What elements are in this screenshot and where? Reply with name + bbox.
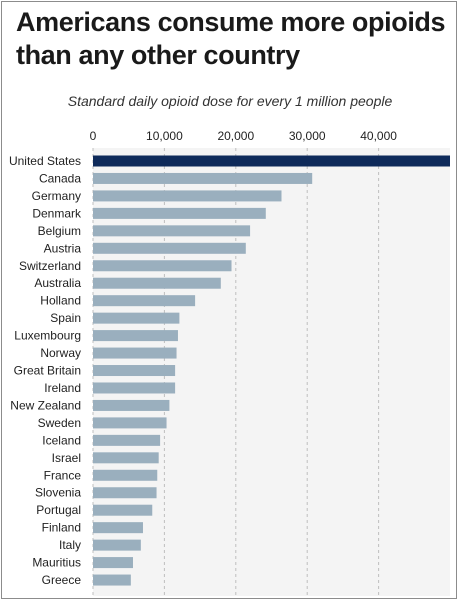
bar [93, 434, 161, 446]
bar [93, 487, 157, 499]
bar [93, 557, 133, 569]
bar [93, 382, 176, 394]
bar [93, 225, 251, 237]
category-label: Germany [32, 189, 81, 203]
x-tick-label: 40,000 [360, 129, 397, 143]
category-label: Spain [50, 311, 81, 325]
category-label: United States [9, 154, 81, 168]
category-label: Greece [42, 573, 82, 587]
bar [93, 452, 159, 464]
category-label: Iceland [42, 433, 81, 447]
category-label: Finland [42, 521, 81, 535]
x-tick-label: 30,000 [289, 129, 326, 143]
bar [93, 365, 176, 377]
category-label: France [44, 468, 82, 482]
bar [93, 417, 167, 429]
category-label: Portugal [36, 503, 81, 517]
bar [93, 469, 158, 481]
category-label: New Zealand [10, 398, 81, 412]
bar [93, 574, 131, 586]
category-label: Luxembourg [14, 329, 81, 343]
bar [93, 155, 450, 167]
bar [93, 399, 170, 411]
category-label: Australia [34, 276, 81, 290]
category-label: Canada [39, 171, 81, 185]
bar [93, 522, 143, 534]
chart-title: Americans consume more opioids than any … [16, 7, 446, 70]
category-label: Switzerland [19, 259, 81, 273]
category-label: Holland [40, 294, 81, 308]
bar [93, 295, 196, 307]
bar [93, 207, 266, 219]
category-label: Denmark [32, 206, 82, 220]
category-label: Austria [44, 241, 82, 255]
category-label: Slovenia [35, 486, 81, 500]
category-label: Norway [40, 346, 81, 360]
bar [93, 277, 221, 289]
bar [93, 539, 141, 551]
bar [93, 260, 232, 272]
bar [93, 312, 180, 324]
bar [93, 190, 282, 202]
category-label: Mauritius [32, 556, 81, 570]
category-label: Great Britain [14, 364, 81, 378]
category-label: Belgium [38, 224, 81, 238]
category-label: Israel [52, 451, 81, 465]
category-label: Italy [59, 538, 81, 552]
bar [93, 330, 178, 342]
chart-subtitle: Standard daily opioid dose for every 1 m… [67, 93, 393, 109]
x-tick-label: 10,000 [146, 129, 183, 143]
bar [93, 172, 313, 184]
bar [93, 242, 246, 254]
category-label: Sweden [38, 416, 81, 430]
x-tick-label: 20,000 [217, 129, 254, 143]
x-tick-label: 0 [90, 129, 97, 143]
category-label: Ireland [44, 381, 81, 395]
bar [93, 504, 153, 516]
bar [93, 347, 177, 359]
